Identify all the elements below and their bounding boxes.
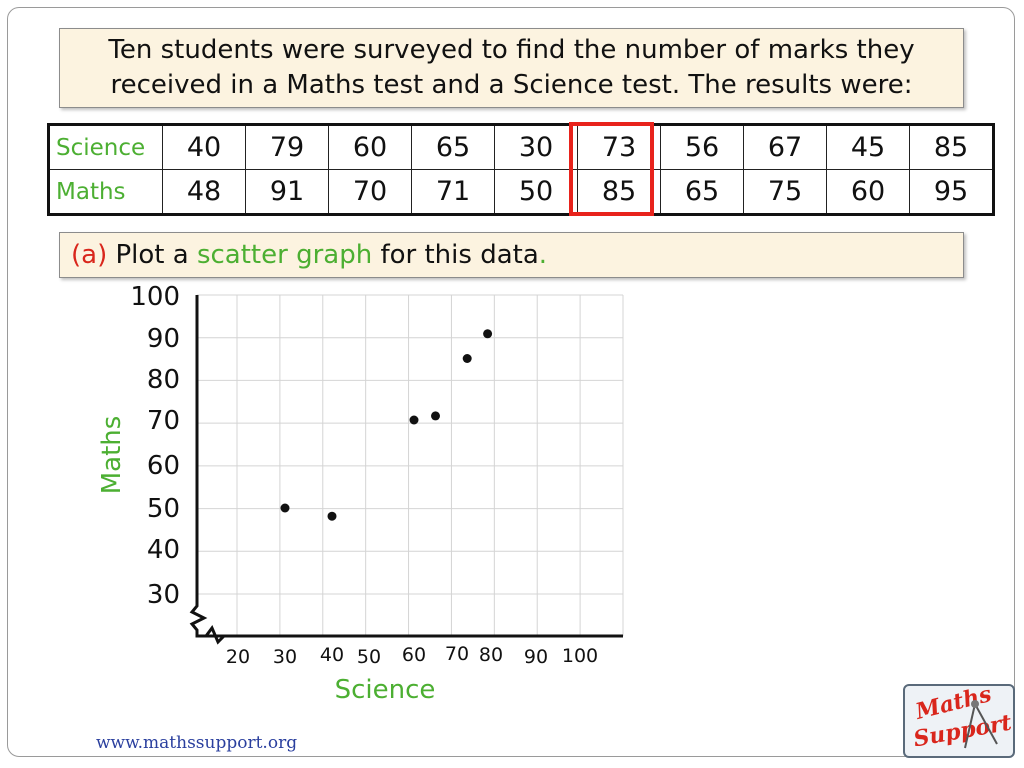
x-tick-label: 50 [357, 646, 381, 668]
x-tick-label: 20 [226, 646, 250, 668]
scatter-point [462, 354, 472, 363]
question-text-after: for this data [380, 240, 539, 270]
x-axis-line [197, 625, 623, 645]
x-tick-label: 90 [524, 646, 548, 668]
table-cell: 79 [245, 124, 329, 170]
table-cell: 65 [660, 169, 744, 215]
x-axis-title: Science [335, 675, 436, 705]
table-cell: 60 [826, 169, 910, 215]
table-cell: 50 [494, 169, 578, 215]
x-tick-label: 30 [273, 646, 297, 668]
maths-support-logo: Maths Support [903, 684, 1015, 758]
intro-box: Ten students were surveyed to find the n… [59, 28, 964, 108]
maths-row-label: Maths [48, 169, 163, 215]
table-cell: 40 [162, 124, 246, 170]
y-tick-label: 70 [147, 406, 180, 436]
question-part: (a) [71, 240, 108, 270]
maths-row: Maths 48 91 70 71 50 85 65 75 60 95 [48, 169, 994, 215]
y-axis-title: Maths [97, 416, 127, 495]
table-cell: 75 [743, 169, 827, 215]
table-cell: 60 [328, 124, 412, 170]
table-cell: 91 [245, 169, 329, 215]
x-tick-label: 70 [445, 643, 469, 665]
table-cell: 85 [909, 124, 994, 170]
x-tick-label: 60 [402, 644, 426, 666]
table-cell: 48 [162, 169, 246, 215]
y-tick-label: 30 [147, 580, 180, 610]
scatter-point [409, 415, 419, 425]
footer-url: www.mathssupport.org [96, 733, 298, 753]
scatter-point [327, 511, 337, 521]
question-highlight: scatter graph [196, 240, 373, 270]
x-tick-label: 100 [562, 645, 598, 667]
highlight-box [569, 122, 654, 216]
table-cell: 65 [411, 124, 495, 170]
x-tick-label: 80 [479, 644, 503, 666]
y-tick-label: 50 [147, 494, 180, 524]
science-row: Science 40 79 60 65 30 73 56 67 45 85 [48, 124, 994, 170]
y-tick-label: 100 [130, 282, 180, 312]
question-box: (a) Plot a scatter graph for this data. [59, 232, 964, 278]
table-cell: 45 [826, 124, 910, 170]
scatter-point [483, 329, 493, 339]
table-cell: 73 [577, 124, 661, 170]
question-end: . [538, 240, 548, 270]
x-tick-label: 40 [320, 644, 344, 666]
y-tick-label: 90 [147, 324, 180, 354]
question-text-before: Plot a [115, 240, 189, 270]
y-tick-label: 60 [147, 451, 180, 481]
compass-icon [964, 700, 998, 749]
scatter-point [280, 503, 290, 513]
results-table: Science 40 79 60 65 30 73 56 67 45 85 Ma… [47, 123, 995, 216]
slide-frame [7, 7, 1015, 757]
intro-line-1: Ten students were surveyed to find the n… [108, 35, 915, 65]
y-tick-label: 40 [147, 535, 180, 565]
scatter-point [431, 411, 440, 421]
table-cell: 95 [909, 169, 994, 215]
table-cell: 70 [328, 169, 412, 215]
y-tick-label: 80 [147, 365, 180, 395]
intro-line-2: received in a Maths test and a Science t… [110, 70, 913, 100]
